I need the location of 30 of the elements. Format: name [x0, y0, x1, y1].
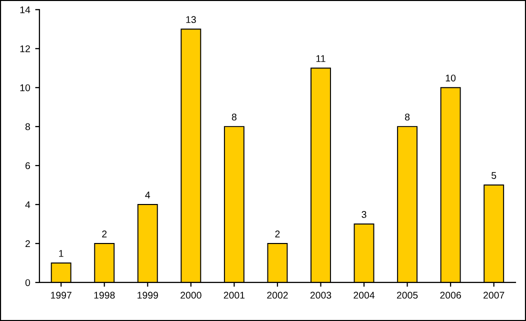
data-label: 3 [362, 211, 366, 218]
data-label: 5 [492, 172, 496, 179]
x-tick-label: 2003 [310, 292, 332, 299]
data-label: 8 [232, 114, 236, 120]
y-tick-label: 12 [20, 45, 30, 52]
data-label: 13 [186, 16, 196, 24]
x-tick-label: 2005 [396, 292, 418, 299]
data-label: 8 [405, 114, 410, 120]
data-label: 11 [316, 55, 326, 62]
data-label: 4 [145, 192, 150, 198]
y-tick-label: 8 [25, 123, 30, 130]
x-tick-label: 2007 [484, 292, 504, 299]
y-tick-label: 0 [25, 279, 30, 286]
data-label: 2 [275, 230, 280, 238]
data-label: 2 [102, 230, 107, 238]
x-tick-label: 2002 [267, 292, 288, 299]
x-tick-label: 1998 [94, 292, 115, 299]
x-tick-label: 2001 [224, 292, 245, 299]
x-tick-label: 2006 [440, 292, 461, 299]
x-tick-label: 2000 [180, 292, 202, 299]
y-tick-label: 2 [26, 240, 30, 248]
y-tick-label: 4 [25, 201, 30, 208]
x-tick-label: 1999 [138, 292, 158, 299]
data-label: 1 [59, 250, 64, 257]
y-tick-label: 6 [26, 162, 30, 170]
y-tick-label: 14 [20, 6, 30, 14]
data-label: 10 [446, 74, 456, 82]
x-tick-label: 1997 [51, 292, 72, 299]
y-tick-label: 10 [20, 84, 30, 92]
x-tick-label: 2004 [354, 292, 375, 299]
